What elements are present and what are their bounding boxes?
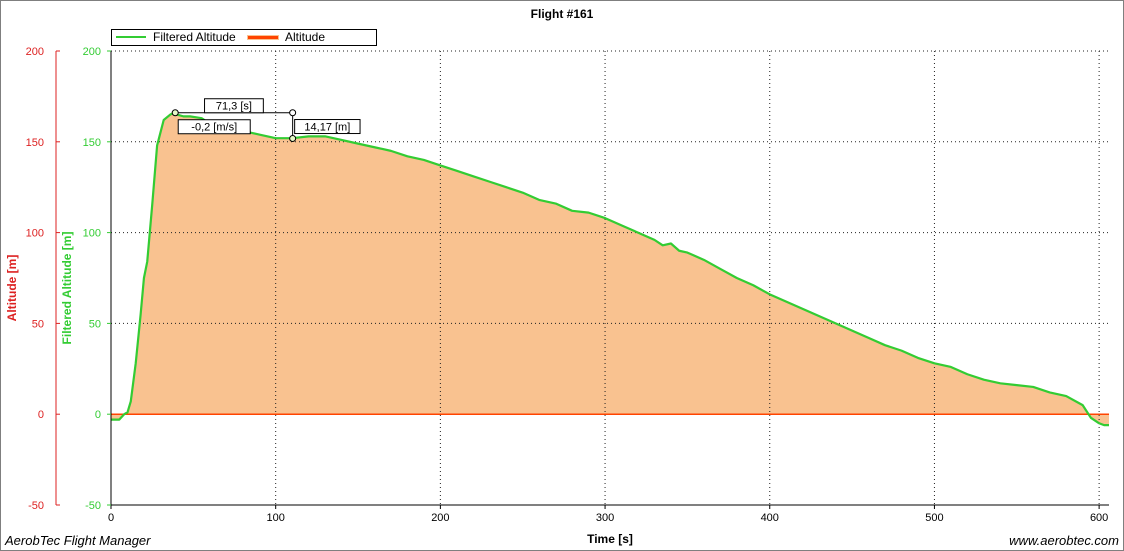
- duration-label-box: [204, 98, 264, 114]
- green-tick-label: 0: [95, 409, 101, 421]
- green-tick-label: 50: [89, 318, 101, 330]
- legend-swatch-altitude: [248, 36, 278, 39]
- green-tick-label: 200: [83, 46, 101, 58]
- legend-label-filtered: Filtered Altitude: [153, 30, 236, 44]
- left-tick-label: 150: [26, 137, 44, 149]
- measure-end-marker: [289, 135, 297, 143]
- measure-corner-marker: [289, 109, 297, 117]
- green-tick-label: -50: [85, 500, 101, 512]
- x-tick-label: 400: [761, 512, 779, 524]
- green-axis-title: Filtered Altitude [m]: [60, 232, 74, 345]
- x-axis-title: Time [s]: [587, 532, 633, 546]
- legend: Filtered Altitude Altitude: [111, 29, 377, 46]
- left-tick-label: 100: [26, 228, 44, 240]
- legend-swatch-filtered: [116, 36, 146, 38]
- green-tick-label: 150: [83, 137, 101, 149]
- green-tick-label: 100: [83, 228, 101, 240]
- left-axis-title: Altitude [m]: [5, 255, 19, 322]
- chart-title: Flight #161: [530, 7, 594, 21]
- rate-label-box: [177, 119, 251, 135]
- x-tick-label: 500: [925, 512, 943, 524]
- altitude-area-fill: [111, 112, 1109, 426]
- legend-label-altitude: Altitude: [285, 30, 326, 44]
- left-tick-label: -50: [28, 500, 44, 512]
- app-name: AerobTec Flight Manager: [5, 533, 151, 548]
- x-tick-label: 100: [267, 512, 285, 524]
- measure-start-marker: [171, 109, 179, 117]
- x-tick-label: 600: [1090, 512, 1108, 524]
- rate-label: -0,2 [m/s]: [191, 122, 237, 134]
- height-label-box: [294, 119, 361, 135]
- left-tick-label: 200: [26, 46, 44, 58]
- x-tick-label: 0: [108, 512, 114, 524]
- x-tick-label: 200: [431, 512, 449, 524]
- duration-label: 71,3 [s]: [216, 101, 252, 113]
- height-label: 14,17 [m]: [304, 122, 350, 134]
- left-tick-label: 0: [38, 409, 44, 421]
- website-link[interactable]: www.aerobtec.com: [1009, 533, 1119, 548]
- left-tick-label: 50: [32, 318, 44, 330]
- x-tick-label: 300: [596, 512, 614, 524]
